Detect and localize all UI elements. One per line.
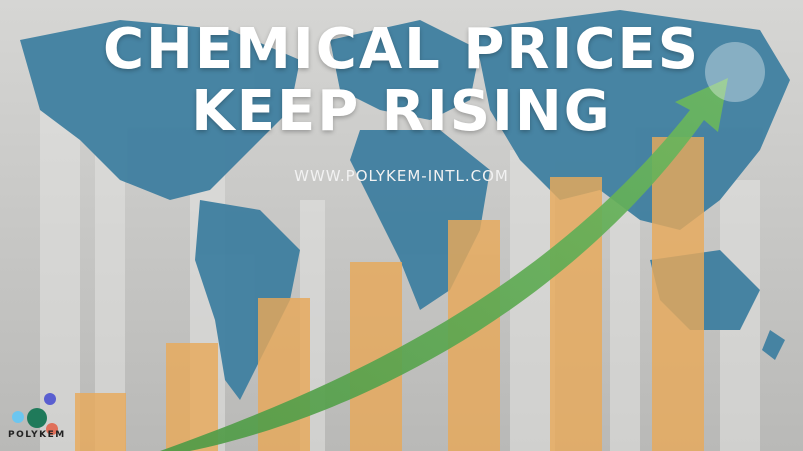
website-link[interactable]: WWW.POLYKEM-INTL.COM [294,167,509,185]
headline-line-1: CHEMICAL PRICES [102,17,701,82]
light-flare [705,42,765,102]
headline-line-2: KEEP RISING [191,79,612,144]
bar-1 [75,393,126,451]
logo-wordmark: POLYKEM [8,430,66,440]
polykem-logo [12,393,58,435]
bar-7 [652,137,704,451]
